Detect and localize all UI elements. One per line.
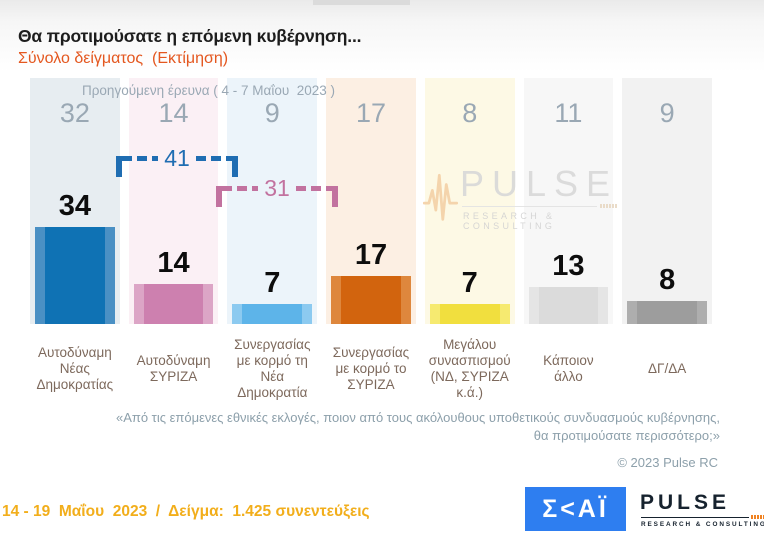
page-subtitle: Σύνολο δείγματος (Εκτίμηση) (18, 50, 229, 67)
sum-bracket: 31 (216, 177, 338, 207)
watermark-text: PULSE (459, 163, 618, 204)
page-title: Θα προτιμούσατε η επόμενη κυβέρνηση... (18, 26, 362, 46)
previous-survey-value: 11 (554, 98, 583, 128)
chart-column: 11 13 (523, 78, 614, 324)
bar (133, 284, 214, 324)
category-label: ΔΓ/ΔΑ (648, 360, 687, 376)
copyright-note: © 2023 Pulse RC (617, 455, 718, 470)
bar-value-label: 14 (157, 247, 190, 279)
skai-logo: Σ<ΑΪ (525, 487, 626, 531)
pulse-logo-subtext: RESEARCH & CONSULTING (641, 521, 764, 528)
fieldwork-date-sample: 14 - 19 Μαΐου 2023 / Δείγμα: 1.425 συνεν… (2, 503, 370, 520)
bar-value-label: 17 (354, 239, 388, 271)
pulse-logo: PULSE RESEARCH & CONSULTING (638, 487, 764, 533)
previous-survey-value: 14 (158, 98, 189, 128)
previous-survey-value: 9 (659, 98, 675, 128)
survey-question-quote: «Από τις επόμενες εθνικές εκλογές, ποιον… (115, 410, 720, 443)
bar (35, 227, 115, 324)
bar (429, 304, 510, 324)
category-labels: Αυτοδύναμη Νέας Δημοκρατίας Αυτοδύναμη ΣΥ… (30, 337, 712, 400)
pulse-waveform-icon (423, 173, 458, 221)
bar (528, 287, 609, 324)
chart-column: 14 14 (128, 78, 219, 324)
sum-bracket-value: 31 (264, 175, 290, 201)
category-label: Συνεργασίας με κορμό το ΣΥΡΙΖΑ (332, 344, 410, 392)
watermark-divider (461, 204, 618, 208)
category-label: Κάποιον άλλο (543, 352, 594, 384)
top-strip (313, 0, 410, 5)
chart-column: 17 17 (326, 78, 416, 324)
bar-value-label: 8 (659, 264, 676, 296)
category-label: Συνεργασίας με κορμό τη Νέα Δημοκρατία (234, 337, 311, 400)
previous-survey-value: 8 (462, 98, 478, 128)
skai-logo-text: Σ<ΑΪ (542, 494, 609, 523)
bar (627, 301, 707, 324)
previous-survey-value: 32 (59, 98, 90, 128)
pulse-logo-text: PULSE (640, 491, 731, 514)
previous-survey-value: 9 (264, 98, 280, 128)
bar-chart: 32 34 14 14 9 7 17 17 8 7 11 13 9 8 Προηγούμενη έρευν… (30, 78, 712, 324)
watermark-subtext: RESEARCH & CONSULTING (462, 211, 556, 231)
bar (232, 304, 313, 324)
previous-survey-value: 17 (355, 98, 387, 128)
category-label: Αυτοδύναμη ΣΥΡΙΖΑ (136, 352, 211, 384)
category-label: Αυτοδύναμη Νέας Δημοκρατίας (36, 344, 114, 392)
bar-value-label: 34 (58, 190, 91, 222)
previous-survey-label: Προηγούμενη έρευνα ( 4 - 7 Μαΐου 2023 ) (82, 83, 336, 98)
bar-value-label: 13 (552, 250, 585, 282)
bar (331, 276, 411, 324)
bar-value-label: 7 (461, 267, 478, 299)
category-label: Μεγάλου συνασπισμού (ΝΔ, ΣΥΡΙΖΑ κ.ά.) (428, 337, 511, 400)
sum-bracket-value: 41 (164, 145, 190, 171)
chart-columns: 32 34 14 14 9 7 17 17 8 7 11 13 9 8 (30, 78, 712, 324)
sum-bracket: 41 (116, 147, 238, 177)
pulse-logo-divider (641, 515, 764, 519)
bar-value-label: 7 (264, 267, 281, 299)
chart-column: 32 34 (30, 78, 120, 324)
pulse-watermark: PULSE RESEARCH & CONSULTING (423, 166, 618, 231)
